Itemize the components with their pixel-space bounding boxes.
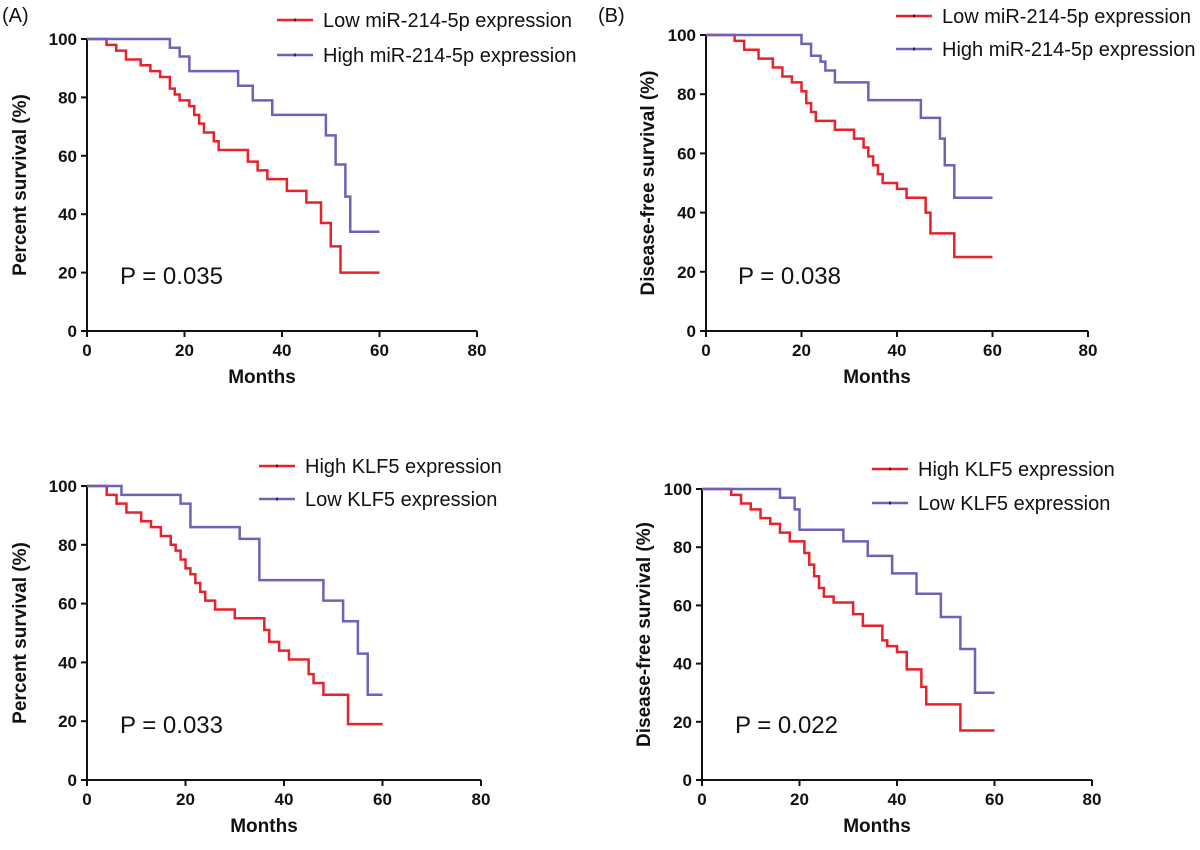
legend-label: High miR-214-5p expression	[942, 39, 1195, 61]
x-tick-label: 40	[888, 341, 907, 360]
p-value-annotation: P = 0.022	[735, 712, 838, 739]
y-tick-label: 100	[664, 480, 692, 499]
survival-chart-b-top: 0 20 40 60 80 0 20 40 60 80 100 Months Disease-free …	[638, 6, 1195, 388]
survival-curve-red	[87, 37, 380, 274]
y-tick-label: 80	[58, 536, 77, 555]
x-tick-label: 20	[790, 790, 809, 809]
x-tick-label: 0	[697, 790, 706, 809]
y-tick-label: 0	[68, 771, 77, 790]
survival-curve-purple	[87, 37, 380, 233]
x-tick-label: 0	[701, 341, 710, 360]
survival-curve-red	[706, 33, 993, 259]
legend-label: Low KLF5 expression	[918, 493, 1110, 515]
x-tick-label: 80	[468, 341, 487, 360]
x-tick-label: 40	[273, 341, 292, 360]
legend-label: High KLF5 expression	[305, 456, 502, 478]
y-axis-title: Disease-free survival (%)	[638, 71, 659, 296]
p-value-annotation: P = 0.038	[738, 263, 841, 290]
p-value-annotation: P = 0.035	[120, 263, 223, 290]
y-tick-label: 100	[49, 30, 77, 49]
p-value-annotation: P = 0.033	[120, 712, 223, 739]
y-tick-label: 60	[677, 144, 696, 163]
y-tick-label: 0	[687, 322, 696, 341]
survival-chart-b-bottom: 0 20 40 60 80 0 20 40 60 80 100 Months Disease-free …	[634, 459, 1115, 837]
legend-label: High miR-214-5p expression	[323, 45, 576, 67]
x-tick-label: 60	[370, 341, 389, 360]
survival-curve-red	[87, 484, 383, 726]
y-tick-label: 100	[49, 477, 77, 496]
y-tick-label: 20	[58, 712, 77, 731]
x-tick-label: 20	[792, 341, 811, 360]
x-axis-title: Months	[843, 816, 911, 837]
y-tick-label: 0	[683, 771, 692, 790]
legend-label: High KLF5 expression	[918, 459, 1115, 481]
panel-label-a: (A)	[2, 5, 29, 27]
x-tick-label: 80	[472, 790, 491, 809]
y-axis-title: Percent survival (%)	[10, 94, 31, 276]
y-axis-title: Percent survival (%)	[10, 542, 31, 724]
y-tick-label: 40	[677, 204, 696, 223]
y-tick-label: 40	[58, 653, 77, 672]
x-axis-title: Months	[843, 367, 911, 388]
x-tick-label: 80	[1079, 341, 1098, 360]
x-tick-label: 40	[275, 790, 294, 809]
y-axis-title: Disease-free survival (%)	[634, 522, 655, 747]
x-tick-label: 0	[82, 790, 91, 809]
y-tick-label: 100	[668, 26, 696, 45]
y-tick-label: 80	[673, 538, 692, 557]
x-tick-label: 0	[82, 341, 91, 360]
x-tick-label: 20	[175, 341, 194, 360]
y-tick-label: 80	[58, 88, 77, 107]
y-tick-label: 60	[673, 596, 692, 615]
y-tick-label: 20	[677, 263, 696, 282]
y-tick-label: 0	[68, 322, 77, 341]
panel-label-b: (B)	[598, 5, 625, 27]
y-tick-label: 60	[58, 595, 77, 614]
x-axis-title: Months	[230, 816, 298, 837]
legend-label: Low miR-214-5p expression	[323, 10, 572, 32]
x-axis-title: Months	[228, 367, 296, 388]
y-tick-label: 80	[677, 85, 696, 104]
y-tick-label: 20	[58, 264, 77, 283]
survival-curve-purple	[702, 487, 995, 694]
y-tick-label: 40	[58, 205, 77, 224]
survival-curve-red	[702, 487, 995, 732]
x-tick-label: 80	[1083, 790, 1102, 809]
x-tick-label: 40	[888, 790, 907, 809]
survival-curve-purple	[87, 484, 383, 696]
x-tick-label: 60	[373, 790, 392, 809]
y-tick-label: 40	[673, 655, 692, 674]
survival-chart-a-top: 0 20 40 60 80 0 20 40 60 80 100 Months Percent survi…	[10, 10, 576, 388]
survival-curve-purple	[706, 33, 993, 200]
legend-label: Low KLF5 expression	[305, 489, 497, 511]
x-tick-label: 20	[176, 790, 195, 809]
x-tick-label: 60	[983, 341, 1002, 360]
y-tick-label: 60	[58, 147, 77, 166]
x-tick-label: 60	[985, 790, 1004, 809]
survival-chart-a-bottom: 0 20 40 60 80 0 20 40 60 80 100 Months Percent survi…	[10, 456, 502, 837]
legend-label: Low miR-214-5p expression	[942, 6, 1191, 28]
y-tick-label: 20	[673, 713, 692, 732]
